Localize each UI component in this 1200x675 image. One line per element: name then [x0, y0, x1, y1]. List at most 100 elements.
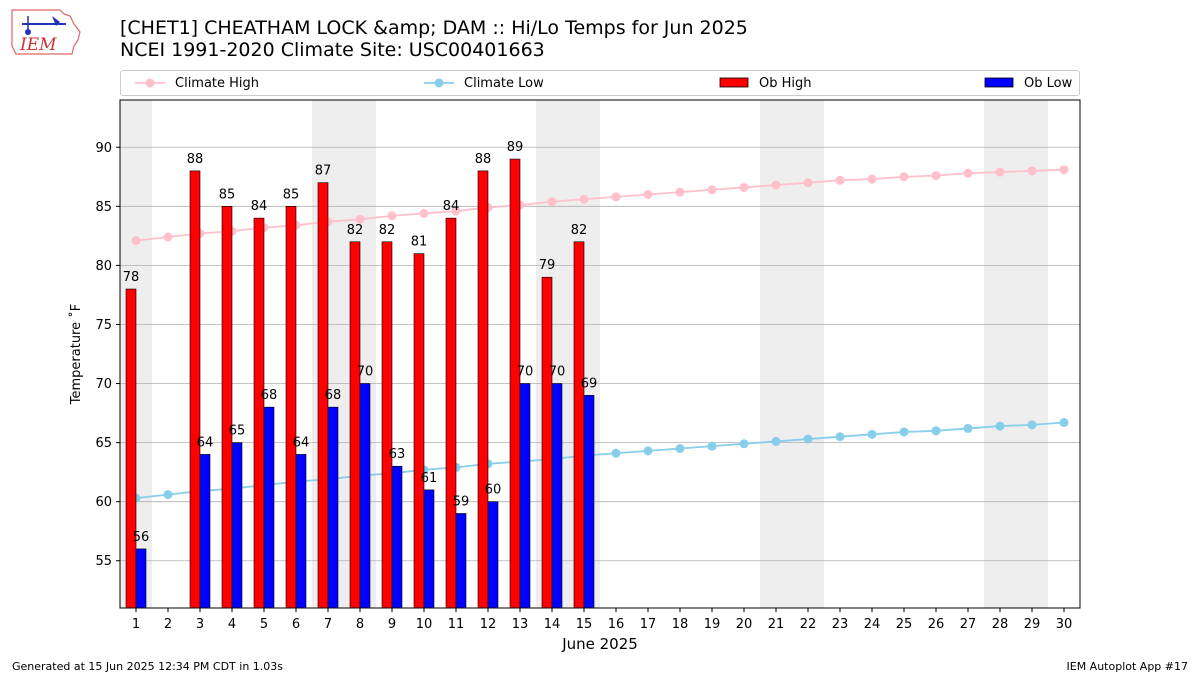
ob-high-label: 85 — [283, 187, 300, 202]
y-axis-label: Temperature ˚F — [68, 304, 84, 405]
climate-high-point — [963, 168, 973, 178]
ob-low-label: 60 — [485, 483, 502, 498]
ob-high-bar — [413, 253, 425, 609]
legend-item-ob-high: Ob High — [719, 71, 812, 95]
climate-low-point — [611, 448, 621, 458]
ob-high-label: 88 — [475, 152, 492, 167]
climate-low-point — [1059, 418, 1069, 428]
ob-high-label: 82 — [379, 223, 396, 238]
ob-low-bar — [263, 406, 275, 609]
ob-high-bar — [189, 170, 201, 609]
x-tick-label: 8 — [356, 617, 364, 632]
legend: Climate High Climate Low Ob High Ob Low — [120, 70, 1080, 96]
climate-low-legend-marker — [424, 78, 454, 88]
legend-label-ob-low: Ob Low — [1024, 75, 1073, 91]
y-tick-label: 75 — [95, 318, 112, 333]
ob-high-label: 78 — [123, 270, 140, 285]
x-tick-label: 19 — [704, 617, 721, 632]
climate-high-point — [387, 211, 397, 221]
climate-low-point — [995, 421, 1005, 431]
ob-high-label: 82 — [347, 223, 364, 238]
weekend-shade — [760, 100, 792, 608]
climate-low-point — [963, 423, 973, 433]
ob-low-bar — [423, 489, 435, 609]
climate-low-point — [771, 436, 781, 446]
y-tick-label: 60 — [95, 495, 112, 510]
climate-high-point — [355, 214, 365, 224]
ob-high-bar — [285, 206, 297, 609]
y-tick-label: 70 — [95, 377, 112, 392]
x-tick-label: 3 — [196, 617, 204, 632]
ob-high-label: 87 — [315, 164, 332, 179]
x-tick-label: 16 — [608, 617, 625, 632]
chart-title: [CHET1] CHEATHAM LOCK &amp; DAM :: Hi/Lo… — [120, 17, 748, 39]
x-tick-label: 10 — [416, 617, 433, 632]
ob-high-bar — [573, 241, 585, 609]
ob-high-label: 79 — [539, 258, 556, 273]
climate-high-point — [1059, 165, 1069, 175]
x-tick-label: 18 — [672, 617, 689, 632]
x-tick-label: 25 — [896, 617, 913, 632]
ob-high-bar — [221, 206, 233, 609]
ob-low-label: 70 — [549, 365, 566, 380]
climate-low-point — [835, 432, 845, 442]
x-tick-label: 20 — [736, 617, 753, 632]
climate-high-point — [643, 190, 653, 200]
weekend-shade — [792, 100, 824, 608]
ob-low-label: 59 — [453, 494, 470, 509]
footer-app-text: IEM Autoplot App #17 — [1066, 660, 1189, 673]
x-tick-label: 26 — [928, 617, 945, 632]
x-tick-label: 2 — [164, 617, 172, 632]
x-tick-label: 1 — [132, 617, 140, 632]
ob-low-label: 65 — [229, 424, 246, 439]
climate-high-point — [707, 185, 717, 195]
climate-low-point — [707, 441, 717, 451]
legend-label-ob-high: Ob High — [759, 75, 812, 91]
ob-low-label: 68 — [325, 388, 342, 403]
x-tick-label: 12 — [480, 617, 497, 632]
x-tick-label: 21 — [768, 617, 785, 632]
ob-low-bar — [455, 513, 467, 609]
legend-item-climate-low: Climate Low — [424, 71, 544, 95]
climate-high-point — [547, 197, 557, 207]
x-tick-label: 9 — [388, 617, 396, 632]
legend-label-climate-high: Climate High — [175, 75, 260, 91]
ob-low-label: 69 — [581, 376, 598, 391]
ob-low-bar — [295, 454, 307, 609]
climate-high-point — [611, 192, 621, 202]
climate-high-point — [835, 175, 845, 185]
climate-high-point — [1027, 166, 1037, 176]
legend-item-ob-low: Ob Low — [984, 71, 1072, 95]
climate-high-point — [163, 232, 173, 242]
x-tick-label: 13 — [512, 617, 529, 632]
chart-subtitle: NCEI 1991-2020 Climate Site: USC00401663 — [120, 39, 545, 61]
ob-high-label: 89 — [507, 140, 524, 155]
plot-frame — [119, 99, 1081, 609]
x-tick-label: 28 — [992, 617, 1009, 632]
x-tick-label: 27 — [960, 617, 977, 632]
x-tick-label: 11 — [448, 617, 465, 632]
x-tick-label: 22 — [800, 617, 817, 632]
x-tick-label: 4 — [228, 617, 236, 632]
ob-low-label: 64 — [197, 435, 214, 450]
ob-low-bar — [391, 465, 403, 609]
x-axis-label: June 2025 — [561, 635, 638, 653]
climate-low-point — [675, 444, 685, 454]
weekend-shade — [984, 100, 1016, 608]
climate-low-point — [867, 429, 877, 439]
ob-low-bar — [359, 383, 371, 609]
x-tick-label: 17 — [640, 617, 657, 632]
ob-low-bar — [583, 395, 595, 609]
climate-high-point — [931, 171, 941, 181]
ob-high-bar — [381, 241, 393, 609]
y-tick-label: 65 — [95, 436, 112, 451]
climate-high-legend-marker — [135, 78, 165, 88]
ob-low-legend-swatch — [984, 77, 1014, 88]
x-tick-label: 6 — [292, 617, 300, 632]
climate-high-point — [131, 236, 141, 246]
ob-high-label: 88 — [187, 152, 204, 167]
y-tick-label: 55 — [95, 554, 112, 569]
ob-high-bar — [349, 241, 361, 609]
y-tick-label: 90 — [95, 141, 112, 156]
